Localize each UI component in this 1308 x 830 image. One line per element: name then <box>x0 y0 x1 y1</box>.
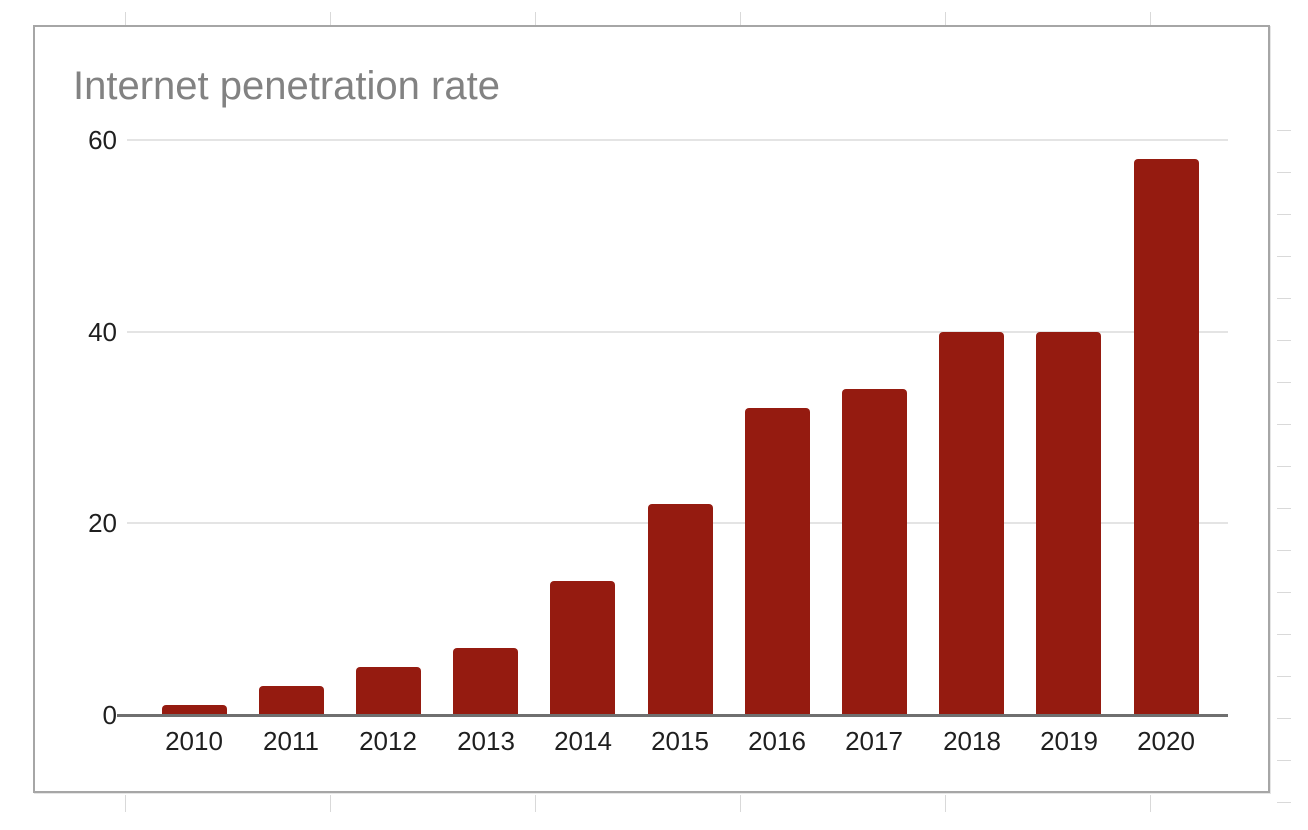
spreadsheet-gridline-stub <box>1277 466 1291 467</box>
spreadsheet-gridline-stub <box>1277 130 1291 131</box>
x-axis-tick-label-2018: 2018 <box>943 726 1001 756</box>
bar-2015[interactable] <box>648 504 713 715</box>
bar-2018[interactable] <box>939 332 1004 715</box>
spreadsheet-gridline-stub <box>945 12 946 25</box>
spreadsheet-gridline-stub <box>1277 214 1291 215</box>
spreadsheet-gridline-stub <box>1277 424 1291 425</box>
spreadsheet-gridline-stub <box>1277 340 1291 341</box>
spreadsheet-gridline-stub <box>1277 382 1291 383</box>
bar-2020[interactable] <box>1134 159 1199 715</box>
x-axis-tick-label-2016: 2016 <box>748 726 806 756</box>
x-axis-tick-label-2019: 2019 <box>1040 726 1098 756</box>
spreadsheet-gridline-stub <box>535 12 536 25</box>
y-axis-tick-label-60: 60 <box>88 125 117 155</box>
bar-2010[interactable] <box>162 705 227 715</box>
spreadsheet-gridline-stub <box>1277 718 1291 719</box>
x-axis-tick-label-2010: 2010 <box>165 726 223 756</box>
spreadsheet-gridline-stub <box>330 795 331 812</box>
y-gridline-40 <box>127 330 1228 333</box>
spreadsheet-gridline-stub <box>1277 634 1291 635</box>
spreadsheet-gridline-stub <box>945 795 946 812</box>
spreadsheet-gridline-stub <box>125 12 126 25</box>
bar-2016[interactable] <box>745 408 810 715</box>
bar-2013[interactable] <box>453 648 518 715</box>
spreadsheet-gridline-stub <box>1150 795 1151 812</box>
spreadsheet-gridline-stub <box>1277 676 1291 677</box>
spreadsheet-gridline-stub <box>740 12 741 25</box>
bar-2017[interactable] <box>842 389 907 715</box>
spreadsheet-gridline-stub <box>125 795 126 812</box>
x-axis-tick-label-2014: 2014 <box>554 726 612 756</box>
spreadsheet-gridline-stub <box>740 795 741 812</box>
x-axis-tick-label-2020: 2020 <box>1137 726 1195 756</box>
x-axis-line <box>117 714 1228 717</box>
bar-2019[interactable] <box>1036 332 1101 715</box>
y-gridline-60 <box>127 139 1228 141</box>
spreadsheet-gridline-stub <box>535 795 536 812</box>
spreadsheet-gridline-stub <box>1277 256 1291 257</box>
chart-card[interactable]: Internet penetration rate 0 20 40 60 2010 201… <box>33 25 1270 793</box>
bar-2012[interactable] <box>356 667 421 715</box>
x-axis-tick-label-2017: 2017 <box>845 726 903 756</box>
spreadsheet-gridline-stub <box>330 12 331 25</box>
spreadsheet-gridline-stub <box>1277 760 1291 761</box>
spreadsheet-gridline-stub <box>1150 12 1151 25</box>
plot-area: 0 20 40 60 2010 2011 2012 2013 2014 2015 2016 2017 2… <box>35 27 1268 791</box>
chart-title: Internet penetration rate <box>73 64 500 108</box>
x-axis-tick-label-2015: 2015 <box>651 726 709 756</box>
spreadsheet-gridline-stub <box>1277 298 1291 299</box>
y-axis-tick-label-20: 20 <box>88 508 117 539</box>
spreadsheet-gridline-stub <box>1277 550 1291 551</box>
y-axis-tick-label-40: 40 <box>88 316 117 347</box>
spreadsheet-gridline-stub <box>1277 592 1291 593</box>
x-axis-tick-label-2012: 2012 <box>359 726 417 756</box>
spreadsheet-gridline-stub <box>1277 802 1291 803</box>
bar-2011[interactable] <box>259 686 324 715</box>
x-axis-tick-label-2013: 2013 <box>457 726 515 756</box>
spreadsheet-gridline-stub <box>1277 172 1291 173</box>
y-axis-tick-label-0: 0 <box>102 700 117 730</box>
bar-2014[interactable] <box>550 581 615 715</box>
x-axis-tick-label-2011: 2011 <box>263 726 319 756</box>
spreadsheet-gridline-stub <box>1277 508 1291 509</box>
